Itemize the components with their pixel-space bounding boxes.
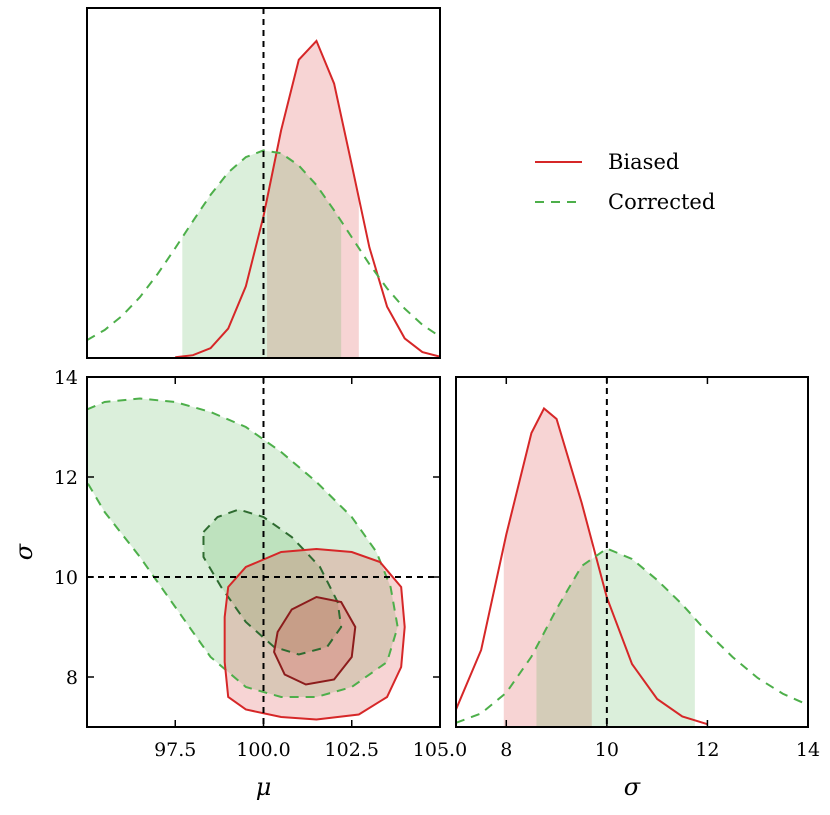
axes-frame <box>455 376 809 728</box>
legend-label: Corrected <box>608 190 715 214</box>
contour-line <box>223 547 406 721</box>
contour-fill <box>203 509 342 655</box>
contour-fill <box>87 398 398 697</box>
x-tick-label: 102.5 <box>325 739 379 761</box>
y-tick-label: 8 <box>66 667 78 689</box>
panel <box>87 8 440 358</box>
panel <box>87 377 440 727</box>
y-tick-label: 12 <box>54 467 78 489</box>
x-tick-label: 14 <box>796 739 820 761</box>
x-axis-label: σ <box>624 773 641 801</box>
credible-interval <box>182 150 342 358</box>
axes-frame <box>86 7 441 359</box>
contour-line <box>87 397 399 698</box>
x-axis-label: μ <box>256 773 272 801</box>
contour-fill <box>224 549 405 720</box>
density-line <box>456 547 808 724</box>
legend-label: Biased <box>608 150 679 174</box>
x-tick-label: 100.0 <box>236 739 290 761</box>
x-tick-label: 12 <box>695 739 719 761</box>
density-line <box>87 149 440 342</box>
x-tick-label: 97.5 <box>154 739 196 761</box>
credible-interval <box>267 40 359 358</box>
y-tick-label: 14 <box>54 367 78 389</box>
credible-interval <box>536 548 695 727</box>
y-axis-label: σ <box>10 543 38 560</box>
x-tick-label: 105.0 <box>413 739 467 761</box>
density-line <box>175 39 440 358</box>
contour-line <box>273 595 357 686</box>
y-tick-label: 10 <box>54 567 78 589</box>
x-tick-label: 8 <box>500 739 512 761</box>
contour-line <box>202 508 343 656</box>
density-line <box>456 406 708 726</box>
credible-interval <box>503 408 592 727</box>
legend: Biased Corrected <box>535 150 715 214</box>
contour-fill <box>274 597 356 685</box>
x-tick-label: 10 <box>595 739 619 761</box>
panel <box>456 377 808 727</box>
